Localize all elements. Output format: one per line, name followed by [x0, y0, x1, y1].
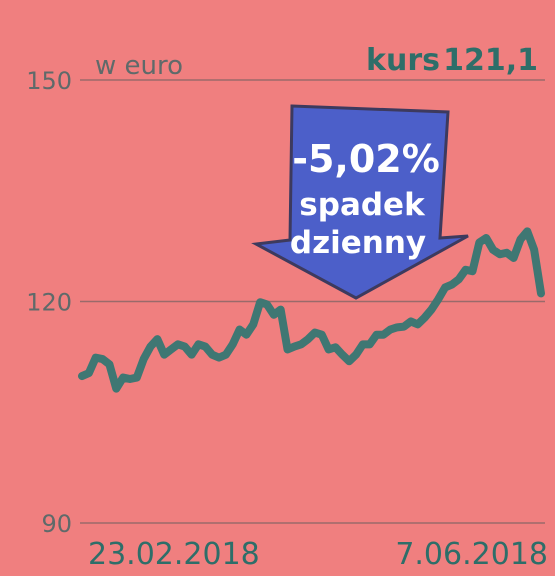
current-label: kurs: [366, 43, 440, 78]
grid: 90 120 150: [26, 67, 545, 538]
plot: 23.02.2018 7.06.2018: [78, 227, 548, 572]
callout-arrow: [251, 104, 469, 300]
annotation-change: -5,02%: [292, 137, 440, 181]
price-line: [78, 227, 545, 393]
current-value: 121,1: [443, 43, 538, 78]
x-tick-label: 23.02.2018: [88, 537, 260, 572]
unit-label: w euro: [95, 51, 183, 81]
x-tick-label: 7.06.2018: [395, 537, 548, 572]
y-tick-label: 150: [26, 67, 72, 95]
y-tick-label: 90: [41, 510, 72, 538]
annotation-line: spadek: [299, 187, 426, 223]
y-tick-label: 120: [26, 289, 72, 317]
annotation-line: dzienny: [290, 225, 426, 261]
